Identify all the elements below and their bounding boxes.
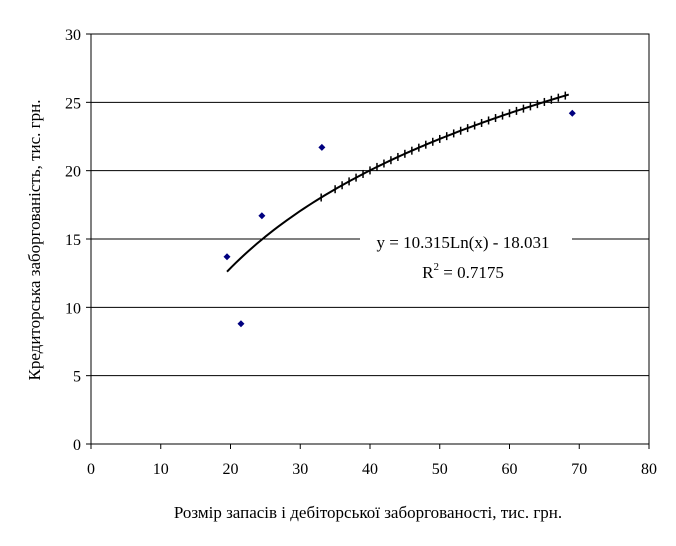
x-tick-label-3: 30 bbox=[292, 461, 308, 478]
data-point-4 bbox=[568, 109, 576, 117]
x-tick-label-0: 0 bbox=[87, 461, 95, 478]
y-axis-title: Кредиторська заборгованість, тис. грн. bbox=[25, 100, 44, 381]
data-points bbox=[223, 109, 576, 328]
trendline bbox=[226, 91, 570, 273]
y-tick-label-3: 15 bbox=[65, 232, 81, 249]
r-squared-value: = 0.7175 bbox=[439, 263, 504, 282]
y-tick-label-5: 25 bbox=[65, 95, 81, 112]
r-squared: R2 = 0.7175 bbox=[422, 261, 504, 282]
x-tick-label-7: 70 bbox=[571, 461, 587, 478]
data-point-0 bbox=[223, 253, 231, 261]
equation-background bbox=[360, 228, 572, 290]
x-axis: 0 10 20 30 40 50 60 70 80 bbox=[87, 444, 657, 478]
x-tick-label-1: 10 bbox=[153, 461, 169, 478]
x-tick-label-6: 60 bbox=[502, 461, 518, 478]
x-tick-label-4: 40 bbox=[362, 461, 378, 478]
data-point-3 bbox=[318, 143, 326, 151]
x-tick-label-2: 20 bbox=[223, 461, 239, 478]
y-tick-label-0: 0 bbox=[73, 437, 81, 454]
x-tick-label-5: 50 bbox=[432, 461, 448, 478]
data-point-1 bbox=[237, 320, 245, 328]
y-tick-label-1: 5 bbox=[73, 369, 81, 386]
trend-equation: y = 10.315Ln(x) - 18.031 bbox=[377, 233, 550, 252]
y-tick-label-4: 20 bbox=[65, 164, 81, 181]
gridlines bbox=[91, 101, 649, 377]
y-tick-label-6: 30 bbox=[65, 27, 81, 44]
x-tick-label-8: 80 bbox=[641, 461, 657, 478]
data-point-2 bbox=[258, 212, 266, 220]
r-squared-prefix: R bbox=[422, 263, 434, 282]
r-squared-sup: 2 bbox=[434, 261, 440, 273]
x-axis-title: Розмір запасів і дебіторської заборгован… bbox=[174, 503, 562, 522]
y-tick-label-2: 10 bbox=[65, 300, 81, 317]
y-axis: 0 5 10 15 20 25 30 bbox=[65, 27, 91, 454]
